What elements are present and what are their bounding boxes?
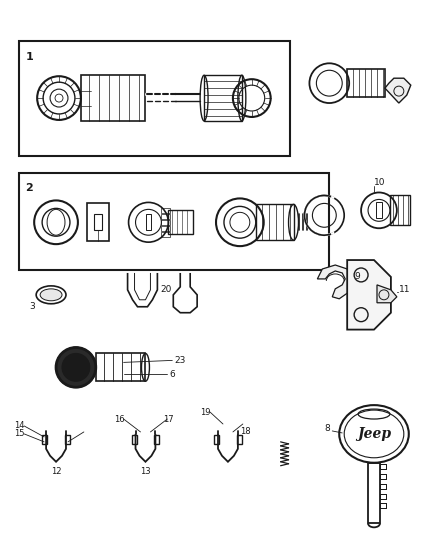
Polygon shape — [347, 260, 391, 329]
Bar — [161, 226, 170, 231]
Text: 17: 17 — [163, 415, 174, 424]
Bar — [19, 42, 290, 156]
Bar — [42, 435, 47, 444]
Bar — [237, 435, 242, 444]
Bar — [380, 504, 386, 508]
Bar — [87, 204, 109, 241]
Text: 19: 19 — [200, 408, 211, 417]
Bar — [161, 220, 170, 225]
Text: 11: 11 — [399, 285, 410, 294]
Bar — [168, 211, 193, 234]
Circle shape — [56, 348, 96, 387]
Bar — [94, 214, 102, 230]
Text: 10: 10 — [374, 178, 385, 187]
Bar — [146, 214, 151, 230]
Bar — [148, 91, 175, 96]
Bar — [380, 494, 386, 498]
Bar — [155, 435, 159, 444]
Bar — [204, 75, 242, 121]
Bar — [256, 204, 293, 240]
Bar — [214, 435, 219, 444]
Bar — [380, 494, 386, 498]
Bar — [161, 208, 170, 213]
Bar — [347, 69, 385, 97]
Text: 8: 8 — [324, 424, 330, 433]
Bar — [380, 474, 386, 479]
Text: 12: 12 — [51, 467, 62, 476]
Text: 1: 1 — [25, 52, 33, 62]
Text: 20: 20 — [160, 285, 172, 294]
Text: 9: 9 — [354, 272, 360, 281]
Bar — [96, 353, 145, 381]
Bar — [65, 435, 70, 444]
Text: 23: 23 — [174, 356, 186, 365]
Bar — [161, 214, 170, 219]
Bar — [380, 483, 386, 489]
Bar — [380, 474, 386, 479]
Bar — [380, 483, 386, 489]
Text: 15: 15 — [14, 430, 25, 439]
Bar — [368, 463, 380, 523]
Polygon shape — [385, 78, 411, 103]
Text: 14: 14 — [14, 422, 25, 431]
Bar — [161, 232, 170, 237]
Text: 2: 2 — [25, 183, 33, 193]
Text: 13: 13 — [141, 467, 151, 476]
Bar — [380, 464, 386, 469]
Text: 16: 16 — [114, 415, 124, 424]
Bar — [131, 435, 137, 444]
Bar — [148, 99, 175, 103]
Polygon shape — [318, 265, 352, 299]
Text: 18: 18 — [240, 427, 251, 437]
Bar — [380, 504, 386, 508]
Text: 3: 3 — [29, 302, 35, 311]
Bar — [390, 196, 410, 225]
Bar — [380, 464, 386, 469]
Text: Jeep: Jeep — [357, 427, 391, 441]
Polygon shape — [377, 285, 397, 303]
Circle shape — [62, 353, 90, 381]
Bar — [19, 173, 329, 270]
Text: 6: 6 — [170, 370, 175, 379]
Bar — [376, 203, 382, 219]
Ellipse shape — [40, 289, 62, 301]
Bar — [81, 75, 145, 121]
